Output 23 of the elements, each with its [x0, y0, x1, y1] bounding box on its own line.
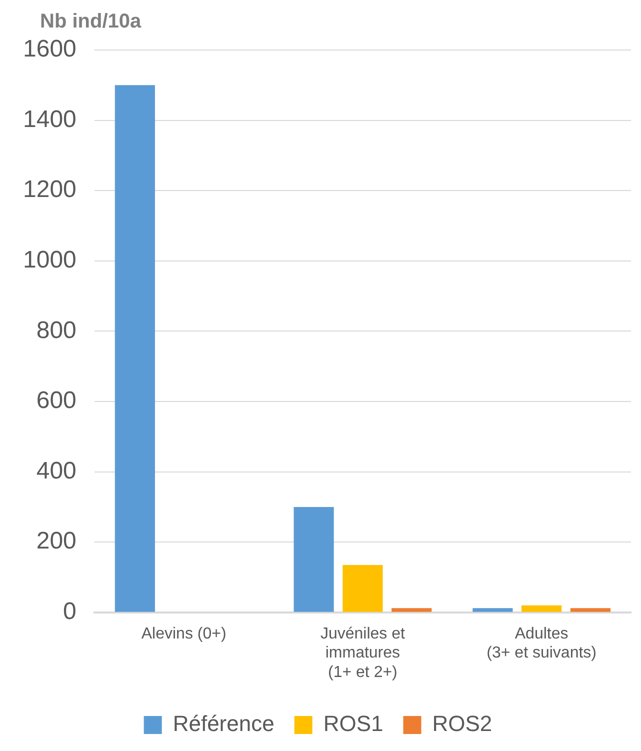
bar: [522, 605, 562, 612]
y-axis-title: Nb ind/10a: [40, 10, 142, 33]
bar: [472, 608, 513, 612]
y-tick-label: 1000: [23, 246, 76, 274]
legend-label: Référence: [172, 711, 274, 736]
y-tick-label: 1600: [23, 36, 76, 63]
y-tick-label: 400: [36, 457, 76, 484]
bar: [570, 608, 610, 612]
legend-label: ROS1: [323, 711, 384, 736]
y-tick-label: 800: [36, 316, 76, 344]
legend-label: ROS2: [432, 711, 492, 736]
x-tick-label: Adultes (3+ et suivants): [486, 625, 596, 662]
y-tick-label: 1200: [23, 176, 76, 204]
y-tick-label: 1400: [23, 106, 76, 133]
bar: [294, 506, 334, 612]
bar: [342, 564, 383, 612]
y-tick-label: 0: [63, 598, 76, 626]
x-tick-label: Juvéniles et immatures (1+ et 2+): [320, 625, 406, 681]
y-tick-label: 200: [36, 528, 76, 555]
y-tick-label: 600: [36, 387, 76, 414]
bar: [392, 608, 432, 612]
x-tick-label: Alevins (0+): [141, 625, 226, 642]
bar: [114, 85, 155, 612]
